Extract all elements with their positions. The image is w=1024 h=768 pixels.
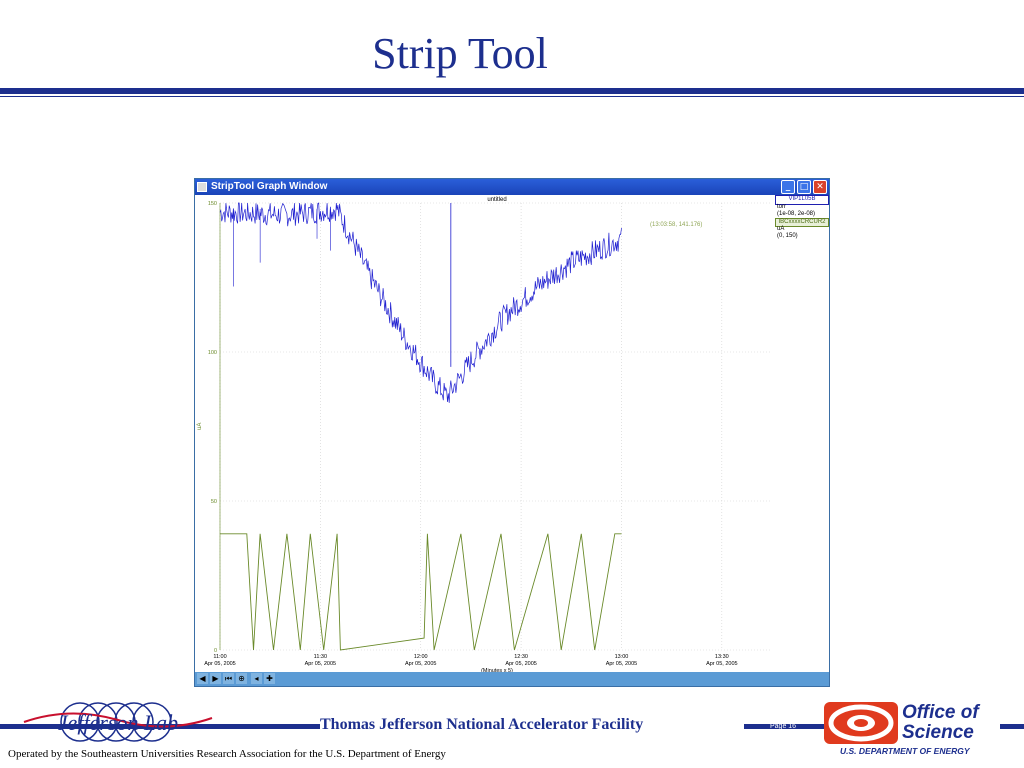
slide-title: Strip Tool bbox=[372, 29, 548, 78]
operated-by-note: Operated by the Southeastern Universitie… bbox=[8, 748, 446, 760]
coordinate-readout: (13:03:58, 141.176) bbox=[650, 222, 703, 228]
window-title: StripTool Graph Window bbox=[211, 181, 328, 192]
x-tick-date: Apr 05, 2005 bbox=[405, 661, 437, 667]
title-divider bbox=[0, 88, 1024, 94]
legend-channel1-name[interactable]: VIP1L05B bbox=[775, 195, 829, 205]
legend-channel1-units: torr bbox=[777, 204, 786, 210]
y-tick-label: 0 bbox=[214, 648, 217, 654]
close-button[interactable]: ✕ bbox=[813, 180, 827, 194]
doe-department-text: U.S. DEPARTMENT OF ENERGY bbox=[840, 746, 970, 756]
y-axis-label: uA bbox=[197, 423, 203, 430]
x-tick-date: Apr 05, 2005 bbox=[505, 661, 537, 667]
y-tick-label: 50 bbox=[211, 499, 217, 505]
window-toolbar: ◀ ▶ ⏮ ⊕ ◂ ✚ bbox=[195, 672, 829, 686]
x-tick-date: Apr 05, 2005 bbox=[706, 661, 738, 667]
jlab-logo-text: Jefferson Lab bbox=[58, 710, 178, 735]
footer-rule-mid bbox=[744, 724, 824, 729]
footer-rule-right bbox=[1000, 724, 1024, 729]
x-tick-date: Apr 05, 2005 bbox=[204, 661, 236, 667]
chart-title: untitled bbox=[487, 197, 506, 203]
plus-icon[interactable]: ✚ bbox=[264, 673, 275, 684]
zoom-icon[interactable]: ⊕ bbox=[236, 673, 247, 684]
y-tick-label: 100 bbox=[208, 350, 217, 356]
arrow-right-icon[interactable]: ▶ bbox=[210, 673, 221, 684]
graph-area[interactable]: 0 50 100 150 uA untitled 11:00 Apr 05, 2005 11:3… bbox=[195, 195, 829, 673]
series-vip1l05b-line bbox=[219, 202, 622, 403]
page-number: Page 16 bbox=[770, 723, 797, 730]
x-tick-time: 11:30 bbox=[314, 654, 327, 660]
app-icon bbox=[197, 182, 207, 192]
minimize-button[interactable]: _ bbox=[781, 180, 795, 194]
doe-logo bbox=[824, 702, 898, 744]
doe-office-text: Office of bbox=[902, 702, 979, 723]
jefferson-lab-logo: Jefferson Lab bbox=[23, 702, 213, 742]
x-tick-time: 11:00 bbox=[213, 654, 226, 660]
legend-channel2-units: uA bbox=[777, 226, 785, 232]
title-divider-thin bbox=[0, 96, 1024, 97]
doe-science-text: Science bbox=[902, 722, 974, 743]
legend-channel1-range: (1e-08, 2e-08) bbox=[777, 211, 816, 217]
striptool-window: StripTool Graph Window _ □ ✕ 0 50 100 150 uA… bbox=[194, 178, 830, 687]
maximize-button[interactable]: □ bbox=[797, 180, 811, 194]
series-ibccurrent-line bbox=[220, 533, 622, 651]
legend-channel2-name[interactable]: IBCxxxxCRCUR2 bbox=[775, 218, 829, 227]
y-tick-label: 150 bbox=[208, 201, 217, 207]
x-tick-time: 13:30 bbox=[715, 654, 729, 660]
window-titlebar[interactable]: StripTool Graph Window _ □ ✕ bbox=[195, 179, 829, 195]
minus-icon[interactable]: ◂ bbox=[251, 673, 262, 684]
arrow-left-icon[interactable]: ◀ bbox=[197, 673, 208, 684]
x-tick-date: Apr 05, 2005 bbox=[305, 661, 337, 667]
x-tick-time: 12:30 bbox=[514, 654, 528, 660]
x-tick-time: 12:00 bbox=[414, 654, 428, 660]
x-axis-label: (Minutes x 5) bbox=[481, 668, 513, 673]
skip-to-end-icon[interactable]: ⏮ bbox=[223, 673, 234, 684]
x-tick-time: 13:00 bbox=[615, 654, 629, 660]
legend-channel2-range: (0, 150) bbox=[777, 233, 798, 239]
facility-name: Thomas Jefferson National Accelerator Fa… bbox=[320, 716, 644, 733]
x-tick-date: Apr 05, 2005 bbox=[606, 661, 638, 667]
